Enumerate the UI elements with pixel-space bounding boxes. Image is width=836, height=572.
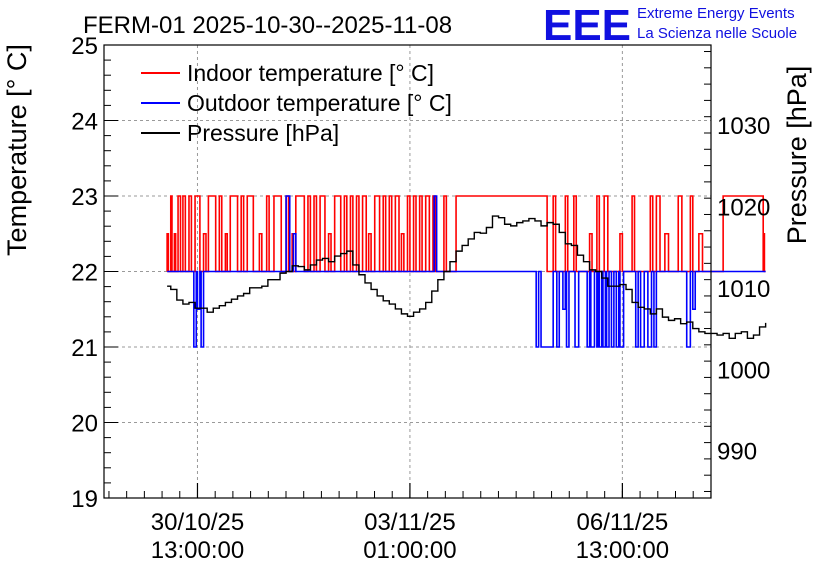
series-line-3 <box>167 215 767 340</box>
legend-label: Indoor temperature [° C] <box>187 60 434 86</box>
x-tick-label-date: 03/11/25 <box>364 509 456 536</box>
x-tick-label-time: 13:00:00 <box>576 537 669 564</box>
y-left-tick-label: 24 <box>71 109 98 136</box>
y-right-tick-label: 990 <box>717 439 757 466</box>
series-line-1 <box>166 195 766 273</box>
x-tick-label-time: 13:00:00 <box>151 537 244 564</box>
y-right-tick-label: 1000 <box>717 357 770 384</box>
legend-label: Outdoor temperature [° C] <box>187 90 452 116</box>
y-right-tick-label: 1030 <box>717 113 770 140</box>
eee-logo: EEE Extreme Energy Events La Scienza nel… <box>543 1 797 50</box>
series-line-2 <box>167 195 766 348</box>
y-left-tick-label: 22 <box>71 260 98 287</box>
series-layer <box>166 195 767 348</box>
chart-title: FERM-01 2025-10-30--2025-11-08 <box>83 12 452 39</box>
eee-logo-line2: La Scienza nelle Scuole <box>637 25 797 42</box>
eee-logo-line1: Extreme Energy Events <box>637 5 795 22</box>
y-left-tick-label: 23 <box>71 184 98 211</box>
axes: 19 20 21 22 23 24 25 990 1000 1010 1020 1030 30/10/2… <box>71 33 770 564</box>
legend: Indoor temperature [° C] Outdoor temperat… <box>141 60 452 146</box>
y-left-tick-label: 20 <box>71 411 98 438</box>
x-tick-label-time: 01:00:00 <box>363 537 456 564</box>
y-right-tick-label: 1020 <box>717 194 770 221</box>
y-left-tick-label: 19 <box>71 486 98 513</box>
x-tick-label-date: 30/10/25 <box>151 509 244 536</box>
legend-label: Pressure [hPa] <box>187 120 339 146</box>
y-right-tick-label: 1010 <box>717 276 770 303</box>
y-left-tick-label: 25 <box>71 33 98 60</box>
y-left-tick-label: 21 <box>71 335 98 362</box>
eee-logo-letters: EEE <box>543 1 631 50</box>
y-axis-left-label: Temperature [° C] <box>2 44 32 256</box>
y-axis-right-label: Pressure [hPa] <box>782 66 812 245</box>
x-tick-label-date: 06/11/25 <box>577 509 669 536</box>
